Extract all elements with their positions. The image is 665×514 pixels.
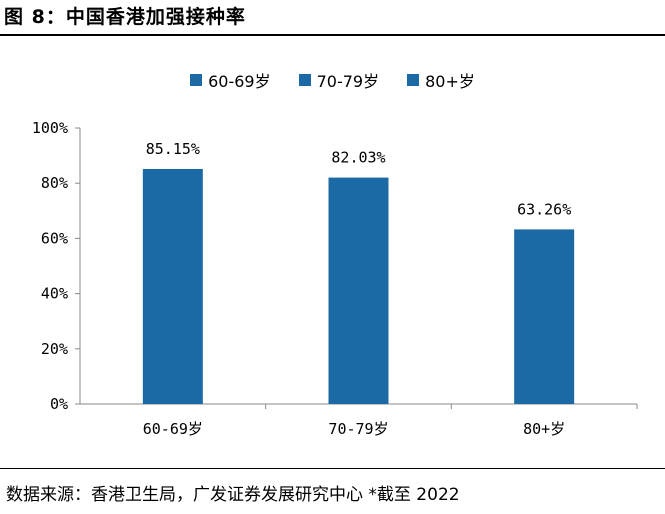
bottom-divider	[0, 468, 665, 469]
bar-3	[514, 229, 575, 404]
figure-title: 图 8：中国香港加强接种率	[4, 6, 246, 28]
bar-1	[142, 168, 203, 404]
y-tick-label: 60%	[41, 229, 68, 247]
x-category-label-1: 60-69岁	[143, 420, 203, 438]
x-category-label-3: 80+岁	[523, 420, 565, 438]
bar-chart: 0% 20% 40% 60% 80% 100% 85.15% 60-69岁 82.03% 70-7…	[32, 119, 638, 438]
legend-label-2: 70-79岁	[316, 72, 380, 91]
legend-item-3: 80+岁	[407, 68, 475, 92]
y-tick-label: 20%	[41, 340, 68, 358]
source-note: 数据来源：香港卫生局，广发证券发展研究中心 *截至 2022	[6, 485, 460, 505]
y-tick-label: 100%	[32, 119, 68, 137]
x-category-label-2: 70-79岁	[328, 420, 388, 438]
y-tick-label: 0%	[50, 395, 68, 413]
top-divider	[0, 34, 665, 36]
legend-label-1: 60-69岁	[208, 72, 271, 91]
legend-swatch-3	[407, 74, 420, 86]
bar-2	[328, 177, 389, 404]
data-label-2: 82.03%	[331, 149, 385, 167]
legend-item-1: 60-69岁	[190, 68, 271, 92]
data-label-3: 63.26%	[517, 200, 571, 218]
legend-item-2: 70-79岁	[298, 68, 380, 92]
legend-swatch-1	[190, 74, 203, 86]
legend-label-3: 80+岁	[425, 72, 475, 91]
chart-legend: 60-69岁 70-79岁 80+岁	[0, 68, 665, 92]
legend-swatch-2	[298, 74, 311, 86]
y-tick-label: 40%	[41, 285, 68, 303]
data-label-1: 85.15%	[146, 140, 200, 158]
y-tick-label: 80%	[41, 174, 68, 192]
